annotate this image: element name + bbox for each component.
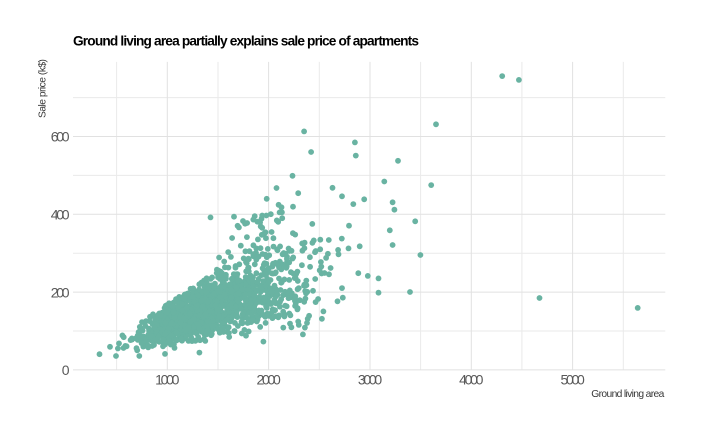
svg-text:5000: 5000 xyxy=(560,371,585,387)
svg-text:4000: 4000 xyxy=(459,371,484,387)
svg-text:200: 200 xyxy=(51,284,70,300)
svg-text:400: 400 xyxy=(51,207,70,223)
svg-text:Sale price (k$): Sale price (k$) xyxy=(38,59,49,118)
svg-text:3000: 3000 xyxy=(358,371,383,387)
svg-text:1000: 1000 xyxy=(155,371,180,387)
svg-text:600: 600 xyxy=(51,129,70,145)
svg-text:Ground living area partially e: Ground living area partially explains sa… xyxy=(73,34,419,49)
svg-text:0: 0 xyxy=(62,362,70,378)
svg-text:2000: 2000 xyxy=(256,371,281,387)
svg-text:Ground living area: Ground living area xyxy=(591,389,664,400)
